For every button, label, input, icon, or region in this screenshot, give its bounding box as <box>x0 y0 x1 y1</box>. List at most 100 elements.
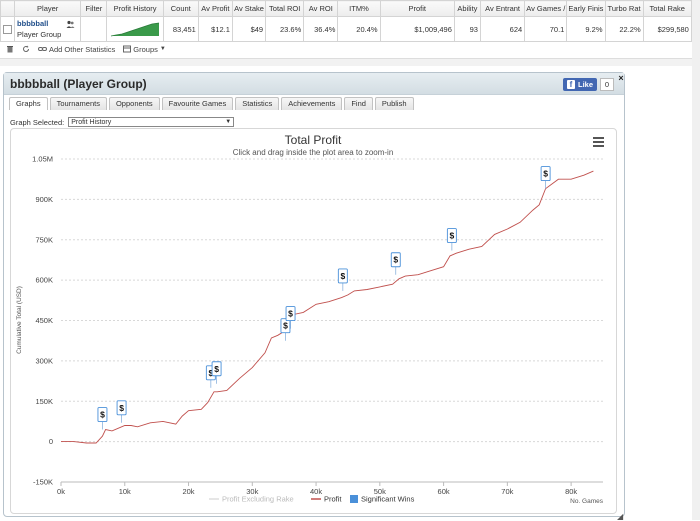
panel-header[interactable]: bbbbball (Player Group) f Like 0 <box>4 73 624 95</box>
x-tick-label: 10k <box>119 487 131 496</box>
significant-win-marker[interactable]: $ <box>446 228 457 251</box>
significant-win-label: $ <box>393 255 398 265</box>
x-tick-label: 60k <box>438 487 450 496</box>
chart-legend: Profit Excluding Rake Profit Significant… <box>209 495 415 504</box>
column-header[interactable]: Total ROI <box>265 0 305 17</box>
significant-win-marker[interactable]: $ <box>337 268 348 291</box>
significant-win-label: $ <box>208 368 213 378</box>
significant-win-flag <box>97 407 108 422</box>
av-stake-cell: $49 <box>231 16 267 42</box>
significant-win-marker[interactable]: $ <box>280 318 291 341</box>
significant-win-flag <box>116 400 127 416</box>
chart-series <box>61 170 594 444</box>
column-header[interactable]: Total Rake <box>642 0 692 17</box>
column-header[interactable]: Av Games / <box>524 0 568 17</box>
x-tick-label: 30k <box>246 487 258 496</box>
column-header[interactable]: Early Finis <box>566 0 606 17</box>
chart-gridlines <box>61 158 603 483</box>
legend-significant-wins[interactable]: Significant Wins <box>361 495 415 504</box>
player-cell: bbbbball Player Group <box>14 16 82 42</box>
turbo-ratio-cell: 22.2% <box>604 16 644 42</box>
tab-find[interactable]: Find <box>344 97 373 110</box>
page-scrollbar[interactable] <box>692 0 700 520</box>
groups-dropdown[interactable]: Groups ▼ <box>123 45 166 54</box>
column-header[interactable]: Profit History <box>106 0 164 17</box>
player-group-label: Player Group <box>17 30 62 39</box>
y-tick-label: 0 <box>49 437 53 446</box>
early-finish-cell: 9.2% <box>566 16 606 42</box>
significant-win-label: $ <box>100 410 105 420</box>
column-header[interactable]: Turbo Rat <box>604 0 644 17</box>
itm-cell: 20.4% <box>337 16 381 42</box>
refresh-icon[interactable] <box>22 45 30 53</box>
close-panel-icon[interactable]: × <box>618 73 624 83</box>
y-tick-label: 1.05M <box>32 155 53 164</box>
significant-win-label: $ <box>214 364 219 374</box>
total-roi-cell: 23.6% <box>265 16 305 42</box>
panel-title: bbbbball (Player Group) <box>10 77 147 91</box>
significant-win-marker[interactable]: $ <box>285 306 296 329</box>
column-header[interactable]: Av Profit <box>197 0 233 17</box>
column-header[interactable]: Ability <box>453 0 481 17</box>
facebook-like-button[interactable]: f Like <box>563 78 598 91</box>
column-header[interactable]: Av Stake <box>231 0 267 17</box>
significant-win-marker[interactable]: $ <box>97 407 108 430</box>
add-other-statistics-button[interactable]: Add Other Statistics <box>38 45 115 54</box>
graph-select-dropdown[interactable]: Profit History ▼ <box>68 117 235 127</box>
stats-toolbar: Add Other Statistics Groups ▼ <box>0 42 700 56</box>
legend-profit-excluding-rake[interactable]: Profit Excluding Rake <box>222 495 294 504</box>
resize-handle-icon[interactable]: ◢ <box>617 512 624 521</box>
column-header[interactable]: Av ROI <box>303 0 339 17</box>
table-row: bbbbball Player Group 83,451 $12.1 <box>0 16 700 42</box>
profit-history-sparkline-cell <box>106 16 164 42</box>
column-header[interactable]: Filter <box>80 0 108 17</box>
delete-icon[interactable] <box>6 45 14 53</box>
significant-win-marker[interactable]: $ <box>390 252 401 275</box>
tab-publish[interactable]: Publish <box>374 97 414 110</box>
filter-cell[interactable] <box>80 16 108 42</box>
y-tick-label: 600K <box>35 276 53 285</box>
add-other-statistics-label: Add Other Statistics <box>49 44 116 54</box>
tab-statistics[interactable]: Statistics <box>235 97 280 110</box>
x-axis-title: No. Games <box>570 498 604 505</box>
column-header[interactable]: Av Entrant <box>479 0 526 17</box>
groups-icon <box>123 45 132 53</box>
significant-win-label: $ <box>283 321 288 331</box>
x-tick-label: 70k <box>501 487 513 496</box>
tab-favourite-games[interactable]: Favourite Games <box>161 97 234 110</box>
chart-container: Total Profit Click and drag inside the p… <box>10 128 617 514</box>
column-header[interactable]: Profit <box>379 0 455 17</box>
chart-title: Total Profit <box>285 133 342 147</box>
ability-cell: 93 <box>453 16 481 42</box>
significant-win-marker[interactable]: $ <box>211 361 222 384</box>
significant-win-label: $ <box>340 271 345 281</box>
like-count: 0 <box>600 78 614 91</box>
total-rake-cell: $299,580 <box>642 16 692 42</box>
total-profit-chart[interactable]: Total Profit Click and drag inside the p… <box>11 129 616 513</box>
legend-profit[interactable]: Profit <box>324 495 342 504</box>
player-name-link[interactable]: bbbbball <box>17 19 49 28</box>
row-checkbox[interactable] <box>3 24 13 34</box>
chart-menu-icon[interactable] <box>593 137 604 147</box>
x-axis-ticks: 0k 10k 20k 30k 40k 50k 60k 70k 80k <box>57 482 577 496</box>
tab-achievements[interactable]: Achievements <box>281 97 343 110</box>
significant-win-flag <box>540 166 551 182</box>
tab-tournaments[interactable]: Tournaments <box>49 97 107 110</box>
significant-win-marker[interactable]: $ <box>116 400 127 423</box>
row-checkbox-cell <box>0 16 16 42</box>
chevron-down-icon: ▼ <box>225 119 232 125</box>
graph-select-value: Profit History <box>71 119 112 126</box>
y-tick-label: 450K <box>35 316 53 325</box>
y-axis-ticks: -150K 0 150K 300K 450K 600K 750K 900K 1.05M <box>32 155 53 487</box>
column-header[interactable]: ITM% <box>337 0 381 17</box>
profit-history-sparkline[interactable] <box>110 21 160 37</box>
series-line-profit[interactable] <box>61 170 594 444</box>
tab-opponents[interactable]: Opponents <box>108 97 160 110</box>
column-header[interactable]: Count <box>162 0 199 17</box>
av-games-cell: 70.1 <box>524 16 568 42</box>
column-header[interactable]: Player <box>14 0 82 17</box>
x-tick-label: 40k <box>310 487 322 496</box>
significant-win-marker[interactable]: $ <box>540 166 551 189</box>
tab-graphs[interactable]: Graphs <box>9 97 48 110</box>
x-tick-label: 50k <box>374 487 386 496</box>
